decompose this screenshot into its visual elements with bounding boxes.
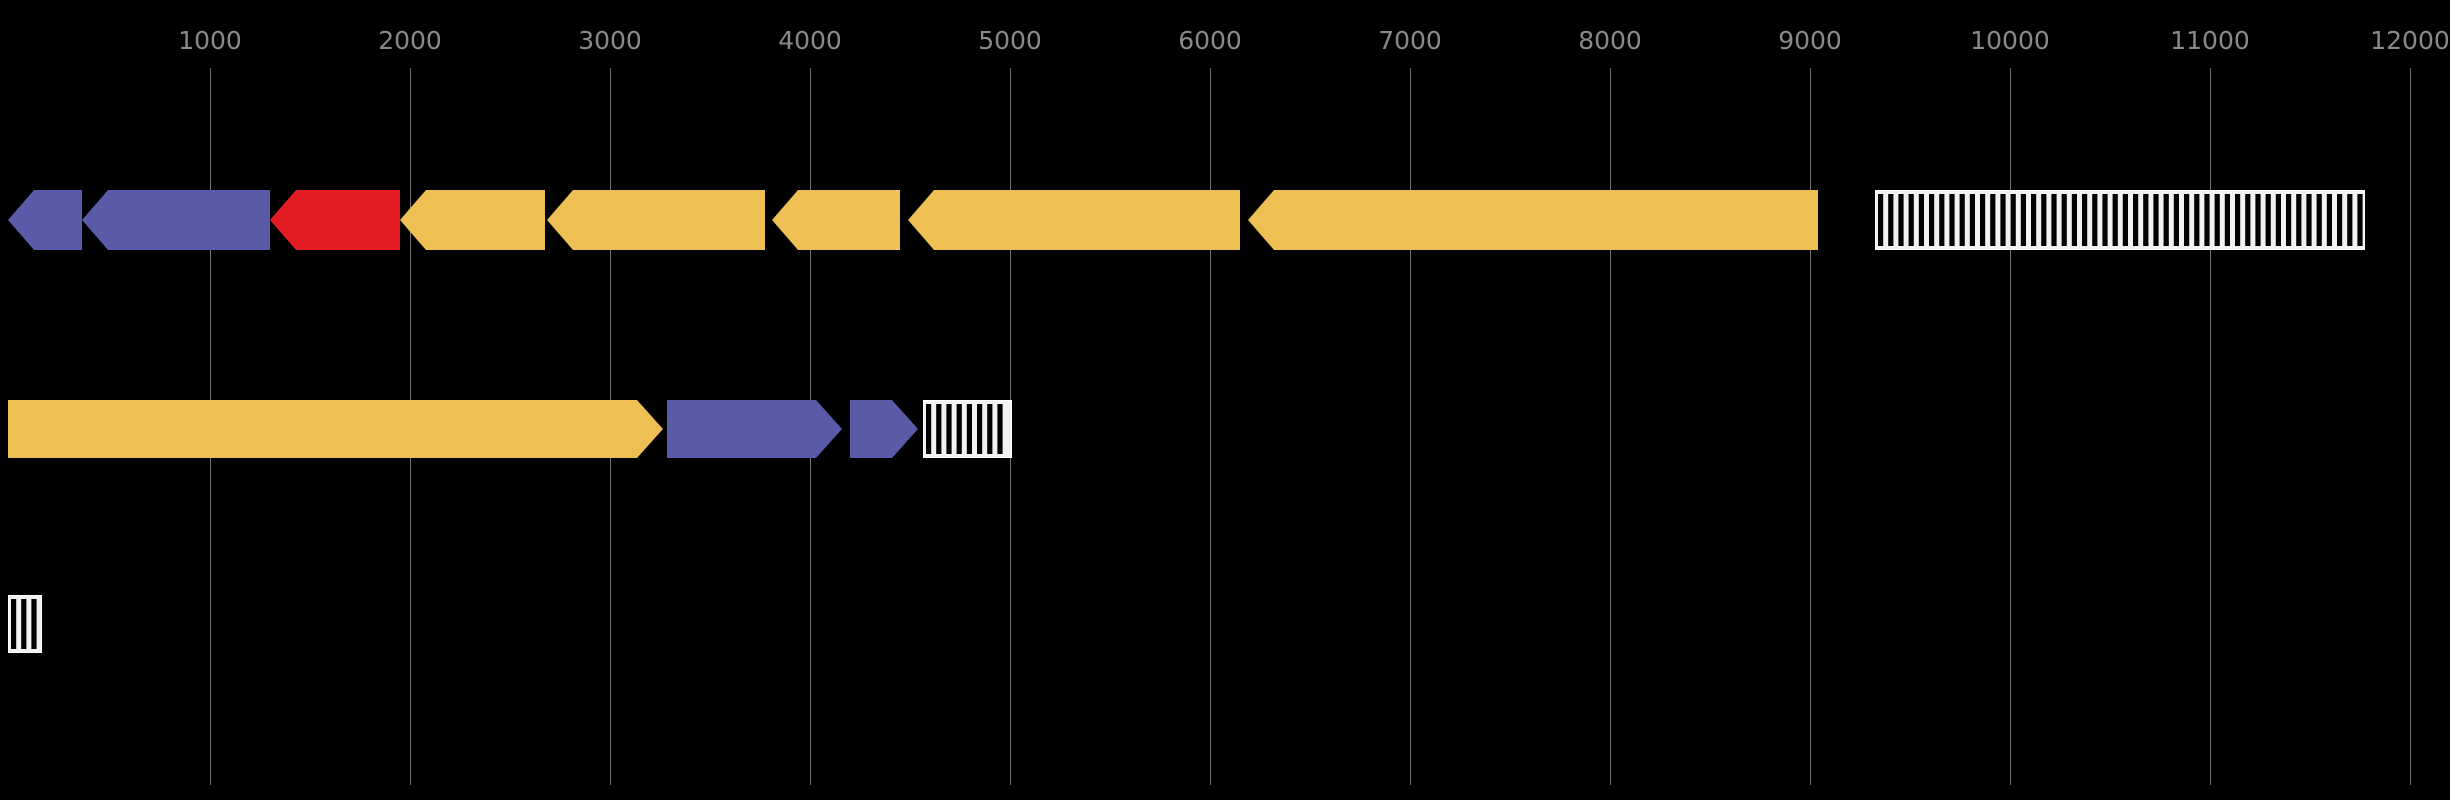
feature-2-4[interactable] — [923, 400, 1012, 458]
axis-tick-label: 2000 — [378, 26, 442, 55]
gridline-9000 — [1810, 68, 1811, 785]
feature-2-2[interactable] — [667, 400, 842, 458]
axis-tick-label: 4000 — [778, 26, 842, 55]
axis-tick-label: 12000 — [2370, 26, 2450, 55]
axis-tick-label: 3000 — [578, 26, 642, 55]
gridline-10000 — [2010, 68, 2011, 785]
feature-1-9[interactable] — [1875, 190, 2365, 250]
feature-1-1[interactable] — [8, 190, 82, 250]
axis-tick-label: 11000 — [2170, 26, 2250, 55]
feature-3-1[interactable] — [8, 595, 42, 653]
feature-1-7[interactable] — [908, 190, 1240, 250]
gridline-6000 — [1210, 68, 1211, 785]
feature-1-3[interactable] — [270, 190, 400, 250]
feature-1-4[interactable] — [400, 190, 545, 250]
gridline-8000 — [1610, 68, 1611, 785]
gridline-7000 — [1410, 68, 1411, 785]
feature-1-2[interactable] — [82, 190, 270, 250]
axis-tick-label: 8000 — [1578, 26, 1642, 55]
feature-1-8[interactable] — [1248, 190, 1818, 250]
gridline-12000 — [2410, 68, 2411, 785]
feature-2-3[interactable] — [850, 400, 918, 458]
axis-tick-label: 5000 — [978, 26, 1042, 55]
axis-tick-label: 6000 — [1178, 26, 1242, 55]
feature-2-1[interactable] — [8, 400, 663, 458]
feature-1-6[interactable] — [772, 190, 900, 250]
axis-tick-label: 1000 — [178, 26, 242, 55]
axis-tick-label: 10000 — [1970, 26, 2050, 55]
gridline-11000 — [2210, 68, 2211, 785]
axis-tick-label: 7000 — [1378, 26, 1442, 55]
feature-1-5[interactable] — [547, 190, 765, 250]
axis-tick-label: 9000 — [1778, 26, 1842, 55]
